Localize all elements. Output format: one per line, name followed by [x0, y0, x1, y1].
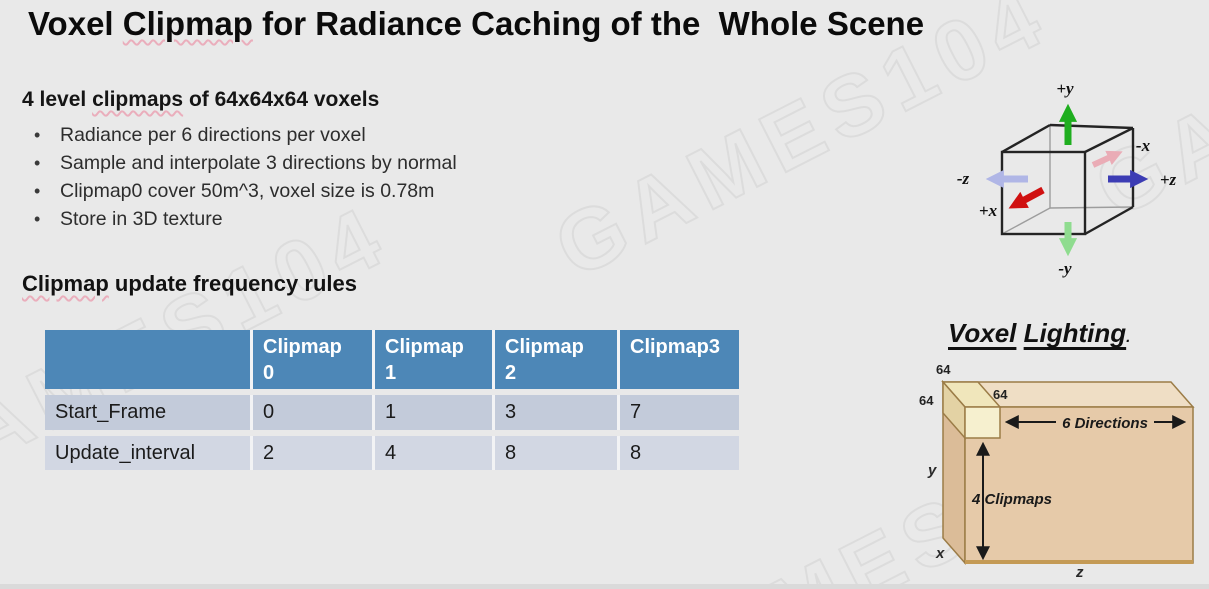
vl-title-word: Voxel: [948, 318, 1017, 348]
axis-y-label: y: [927, 462, 937, 479]
neg-y-label: -y: [1058, 259, 1072, 278]
neg-x-label: -x: [1136, 136, 1151, 155]
table-cell: 8: [492, 436, 617, 470]
corner-voxel-front: [964, 406, 1001, 439]
pos-y-label: +y: [1056, 79, 1074, 98]
clipmaps-heading: 4 level clipmaps of 64x64x64 voxels: [22, 88, 379, 112]
clipmap-frequency-table: Clipmap 0 Clipmap 1 Clipmap 2 Clipmap3 S…: [45, 330, 739, 470]
heading-post: update frequency rules: [108, 271, 357, 296]
vl-title-word: Lighting: [1023, 318, 1127, 348]
table-header-cell: Clipmap 2: [492, 330, 617, 389]
voxel-box: [941, 380, 1195, 565]
bullet-text: Sample and interpolate 3 directions by n…: [60, 151, 457, 174]
list-item: • Clipmap0 cover 50m^3, voxel size is 0.…: [34, 177, 457, 205]
pos-x-arrow: [1008, 186, 1045, 209]
table-row-label: Start_Frame: [45, 395, 250, 430]
slide-title-pre: Voxel: [28, 5, 123, 42]
bullet-text: Store in 3D texture: [60, 207, 223, 230]
dim-64-top-left: 64: [936, 362, 951, 377]
bullet-icon: •: [34, 152, 41, 173]
cube-edges: [1000, 123, 1135, 236]
heading-clipmap: Clipmap: [22, 271, 109, 296]
cube-hidden-edges: [1001, 125, 1134, 235]
table-header-cell: [45, 330, 250, 389]
bottom-strip: [0, 584, 1209, 589]
neg-x-arrow: [1091, 150, 1123, 168]
pos-z-label: +z: [1160, 170, 1177, 189]
bullet-icon: •: [34, 180, 41, 201]
bullet-icon: •: [34, 124, 41, 145]
four-clipmaps-label: 4 Clipmaps: [971, 491, 1052, 508]
heading-clipmaps: clipmaps: [92, 88, 184, 111]
table-cell: 0: [250, 395, 372, 430]
six-directions-label: 6 Directions: [1062, 415, 1148, 432]
bullet-icon: •: [34, 208, 41, 229]
bullet-text: Clipmap0 cover 50m^3, voxel size is 0.78…: [60, 179, 435, 202]
heading-post: of 64x64x64 voxels: [183, 88, 380, 111]
voxel-lighting-title: Voxel Lighting.: [948, 318, 1130, 349]
slide-title-post: for Radiance Caching of the Whole Scene: [252, 5, 925, 42]
dim-64-top-face: 64: [993, 387, 1008, 402]
list-item: • Store in 3D texture: [34, 205, 457, 233]
table-row-label: Update_interval: [45, 436, 250, 470]
heading-pre: 4 level: [22, 88, 93, 111]
table-header-cell: Clipmap 0: [250, 330, 372, 389]
axis-cube-diagram: +y -y +z -z +x -x: [957, 79, 1177, 278]
axis-x-label: x: [935, 545, 945, 562]
table-cell: 3: [492, 395, 617, 430]
bullet-text: Radiance per 6 directions per voxel: [60, 123, 366, 146]
table-header-cell: Clipmap 1: [372, 330, 492, 389]
slide-title-clipmap: Clipmap: [122, 5, 253, 42]
table-cell: 7: [617, 395, 739, 430]
list-item: • Sample and interpolate 3 directions by…: [34, 149, 457, 177]
list-item: • Radiance per 6 directions per voxel: [34, 121, 457, 149]
vl-title-period: .: [1126, 329, 1131, 346]
table-cell: 1: [372, 395, 492, 430]
bullet-list: • Radiance per 6 directions per voxel • …: [34, 121, 457, 233]
dim-64-left: 64: [919, 393, 934, 408]
update-frequency-heading: Clipmap update frequency rules: [22, 271, 357, 297]
neg-z-label: -z: [957, 169, 970, 188]
pos-x-label: +x: [979, 201, 998, 220]
table-cell: 2: [250, 436, 372, 470]
table-cell: 8: [617, 436, 739, 470]
slide-title: Voxel Clipmap for Radiance Caching of th…: [28, 5, 924, 43]
table-cell: 4: [372, 436, 492, 470]
voxel-lighting-diagram: 6 Directions 4 Clipmaps 64 64 64 y x z: [919, 362, 1195, 581]
axis-z-label: z: [1075, 564, 1084, 581]
table-header-cell: Clipmap3: [617, 330, 739, 389]
